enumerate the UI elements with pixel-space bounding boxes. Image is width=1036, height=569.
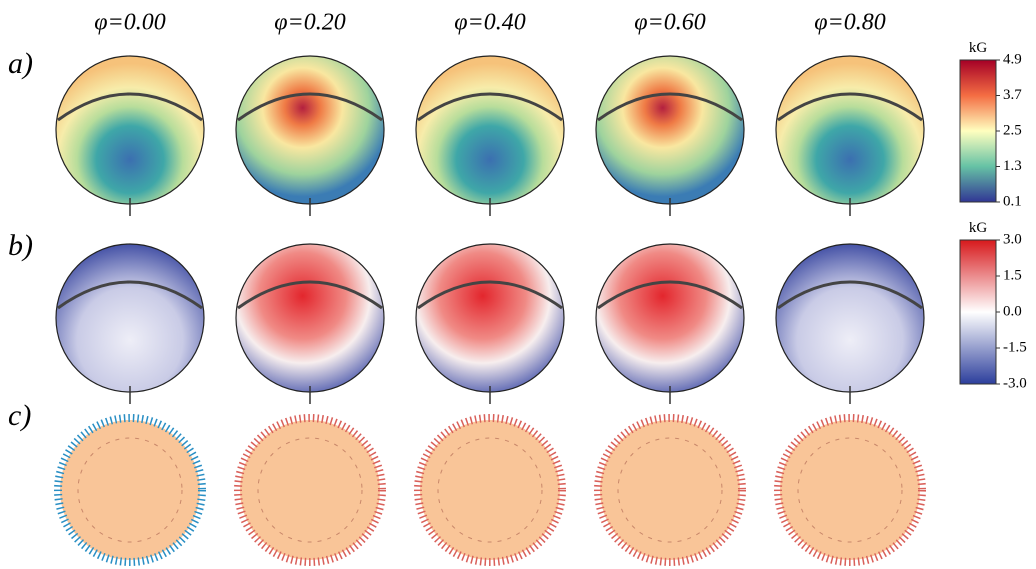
colorbar-tick-label: 0.0 xyxy=(1003,303,1022,319)
vector-sphere xyxy=(600,420,740,560)
vector-rim xyxy=(414,414,566,566)
phase-label: φ=0.60 xyxy=(634,10,705,36)
vector-rim xyxy=(774,414,926,566)
equator xyxy=(597,92,743,122)
equator xyxy=(57,92,203,122)
field-map xyxy=(415,243,565,393)
colorbar-unit: kG xyxy=(969,40,988,56)
vector-rim xyxy=(594,414,746,566)
field-map xyxy=(595,55,745,205)
equator xyxy=(417,92,563,122)
vector-sphere xyxy=(240,420,380,560)
field-map xyxy=(235,243,385,393)
colorbar-unit: kG xyxy=(969,220,988,236)
vector-sphere xyxy=(60,420,200,560)
vector-inner xyxy=(617,437,723,543)
phase-label: φ=0.20 xyxy=(274,10,345,36)
field-map xyxy=(595,243,745,393)
colorbar-tick-label: 0.1 xyxy=(1003,193,1022,209)
field-map xyxy=(415,55,565,205)
colorbar-tick-label: 4.9 xyxy=(1003,51,1022,67)
vector-inner xyxy=(257,437,363,543)
vector-inner xyxy=(77,437,183,543)
phase-label: φ=0.80 xyxy=(814,10,885,36)
colorbar-tick-label: 1.3 xyxy=(1003,158,1022,174)
equator xyxy=(417,280,563,310)
phase-label: φ=0.40 xyxy=(454,10,525,36)
vector-inner xyxy=(437,437,543,543)
equator xyxy=(597,280,743,310)
row-label: c) xyxy=(8,399,31,432)
colorbar-tick-label: -3.0 xyxy=(1003,375,1027,391)
vector-rim xyxy=(234,414,386,566)
phase-label: φ=0.00 xyxy=(94,10,165,36)
vector-sphere xyxy=(420,420,560,560)
equator xyxy=(777,280,923,310)
row-label: a) xyxy=(8,47,33,80)
field-map xyxy=(55,55,205,205)
row-label: b) xyxy=(8,229,33,262)
colorbar-tick-label: 2.5 xyxy=(1003,122,1022,138)
field-map xyxy=(55,243,205,393)
vector-rim xyxy=(54,414,206,566)
colorbar xyxy=(959,239,997,385)
field-map xyxy=(775,55,925,205)
colorbar-tick-label: 1.5 xyxy=(1003,267,1022,283)
vector-sphere xyxy=(780,420,920,560)
colorbar-tick-label: -1.5 xyxy=(1003,339,1027,355)
equator xyxy=(237,92,383,122)
vector-inner xyxy=(797,437,903,543)
colorbar-tick-label: 3.0 xyxy=(1003,231,1022,247)
field-map xyxy=(235,55,385,205)
colorbar xyxy=(959,59,997,203)
equator xyxy=(57,280,203,310)
equator xyxy=(237,280,383,310)
colorbar-tick-label: 3.7 xyxy=(1003,87,1022,103)
equator xyxy=(777,92,923,122)
field-map xyxy=(775,243,925,393)
